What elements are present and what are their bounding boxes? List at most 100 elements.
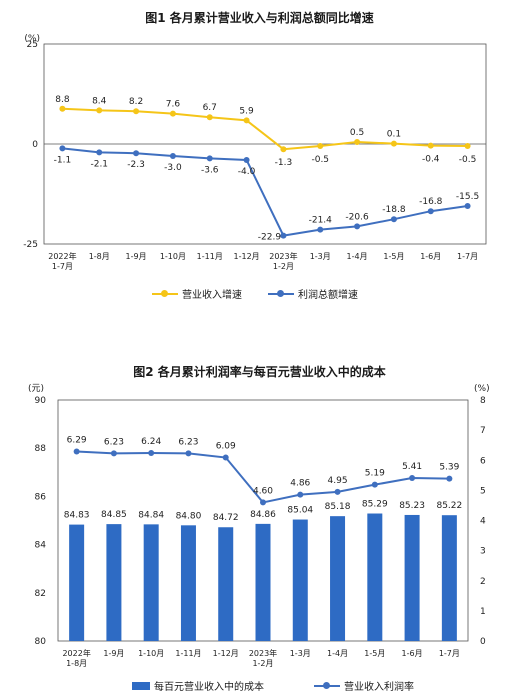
data-point <box>96 107 103 114</box>
data-label: 5.39 <box>439 463 459 473</box>
data-point <box>409 475 416 482</box>
legend-line-marker-icon <box>152 289 178 297</box>
data-point <box>110 450 117 457</box>
y-tick-label: 25 <box>27 40 38 50</box>
data-label: 8.2 <box>129 97 143 107</box>
data-label: 5.19 <box>365 469 385 479</box>
legend-line-marker-icon <box>268 289 294 297</box>
data-label: -22.9 <box>258 233 282 243</box>
data-label: -0.4 <box>422 155 440 165</box>
right-tick-label: 3 <box>480 547 486 557</box>
chart2-plot: 80 82 84 86 88 90 0 1 2 3 4 5 6 7 8 (元) (%) 2022年 1-8月 1-9月… <box>28 384 490 668</box>
legend-line-marker-icon <box>314 681 340 689</box>
y-tick-label: 0 <box>32 140 38 150</box>
data-label: 0.5 <box>350 128 364 138</box>
cost-bar <box>255 523 271 641</box>
data-point <box>464 203 471 209</box>
left-tick-label: 80 <box>35 637 47 647</box>
data-point <box>185 450 192 457</box>
left-tick-label: 82 <box>35 589 46 599</box>
data-label: -3.0 <box>164 163 182 173</box>
data-label: 6.29 <box>67 436 87 446</box>
chart1-legend: 营业收入增速 利润总额增速 <box>152 286 384 301</box>
x-tick-label: 1-12月 <box>234 252 260 261</box>
right-tick-label: 8 <box>480 396 486 406</box>
x-tick-label: 1-9月 <box>103 649 124 658</box>
left-tick-label: 84 <box>35 541 47 551</box>
data-label: 6.09 <box>216 442 236 452</box>
data-point <box>59 145 66 152</box>
chart1-title: 图1 各月累计营业收入与利润总额同比增速 <box>145 11 374 25</box>
x-tick-label: 1-3月 <box>310 252 331 261</box>
data-label: 7.6 <box>166 100 181 110</box>
data-label: -21.4 <box>309 216 333 226</box>
x-tick-label: 2022年 1-8月 <box>62 648 90 668</box>
data-label: 6.23 <box>178 437 198 447</box>
legend-revenue-growth: 营业收入增速 <box>152 286 242 301</box>
x-tick-label: 1-5月 <box>383 252 404 261</box>
data-label: 4.60 <box>253 486 273 496</box>
cost-bar <box>292 519 308 641</box>
x-tick-label: 1-12月 <box>213 649 239 658</box>
x-tick-label: 1-9月 <box>126 252 147 261</box>
data-label: 6.24 <box>141 437 161 447</box>
series-line-2 <box>62 147 468 237</box>
right-tick-label: 4 <box>480 517 486 527</box>
data-point <box>260 499 266 506</box>
data-point <box>59 105 66 112</box>
bar-label: 85.18 <box>325 502 351 512</box>
bar-label: 85.29 <box>362 500 388 510</box>
x-tick-label: 2023年 1-2月 <box>269 251 297 271</box>
legend-cost-per-100: 每百元营业收入中的成本 <box>132 678 264 693</box>
bar-label: 85.04 <box>287 506 313 516</box>
x-tick-label: 1-5月 <box>364 649 385 658</box>
cost-bar <box>143 524 159 641</box>
data-label: -16.8 <box>419 197 443 207</box>
data-point <box>169 110 176 117</box>
cost-bar <box>404 514 420 641</box>
x-tick-label: 1-3月 <box>290 649 311 658</box>
data-point <box>317 143 324 149</box>
legend-profit-growth: 利润总额增速 <box>268 286 358 301</box>
cost-bar <box>441 515 457 641</box>
legend-bar-swatch-icon <box>132 681 150 690</box>
data-point <box>427 142 434 149</box>
data-label: -2.1 <box>90 159 108 169</box>
data-label: 0.1 <box>387 130 401 140</box>
data-point <box>148 450 155 457</box>
right-tick-label: 7 <box>480 426 486 436</box>
data-label: -0.5 <box>311 155 329 165</box>
data-point <box>243 117 250 124</box>
legend-label: 每百元营业收入中的成本 <box>154 682 264 693</box>
left-tick-label: 90 <box>35 396 47 406</box>
data-point <box>464 143 471 149</box>
data-label: 8.8 <box>55 95 70 105</box>
data-label: 6.23 <box>104 437 124 447</box>
data-label: -20.6 <box>345 212 369 222</box>
bar-label: 84.84 <box>138 510 164 520</box>
data-point <box>354 223 361 230</box>
data-point <box>222 454 229 461</box>
data-point <box>446 475 453 482</box>
data-label: 6.7 <box>203 103 217 113</box>
right-tick-label: 0 <box>480 637 486 647</box>
x-tick-label: 1-7月 <box>457 252 478 261</box>
cost-bar <box>367 513 383 641</box>
chart2-legend: 每百元营业收入中的成本 营业收入利润率 <box>132 678 440 693</box>
data-label: 8.4 <box>92 96 107 106</box>
x-tick-label: 1-4月 <box>347 252 368 261</box>
bar-label: 84.80 <box>176 511 202 521</box>
y-tick-label: -25 <box>23 240 38 250</box>
data-point <box>371 481 378 488</box>
chart1-plot: 25 0 -25 (%) 2022年 1-7月 1-8月 1-9月 1-10月 1-11月 1-12… <box>23 34 487 271</box>
x-tick-label: 1-11月 <box>197 252 223 261</box>
x-tick-label: 1-6月 <box>420 252 441 261</box>
x-tick-label: 1-7月 <box>439 649 460 658</box>
right-tick-label: 5 <box>480 486 486 496</box>
x-tick-label: 1-11月 <box>175 649 201 658</box>
data-label: -4.0 <box>238 167 256 177</box>
data-point <box>297 491 304 498</box>
data-point <box>317 226 324 233</box>
data-point <box>354 139 361 145</box>
x-tick-label: 1-6月 <box>402 649 423 658</box>
